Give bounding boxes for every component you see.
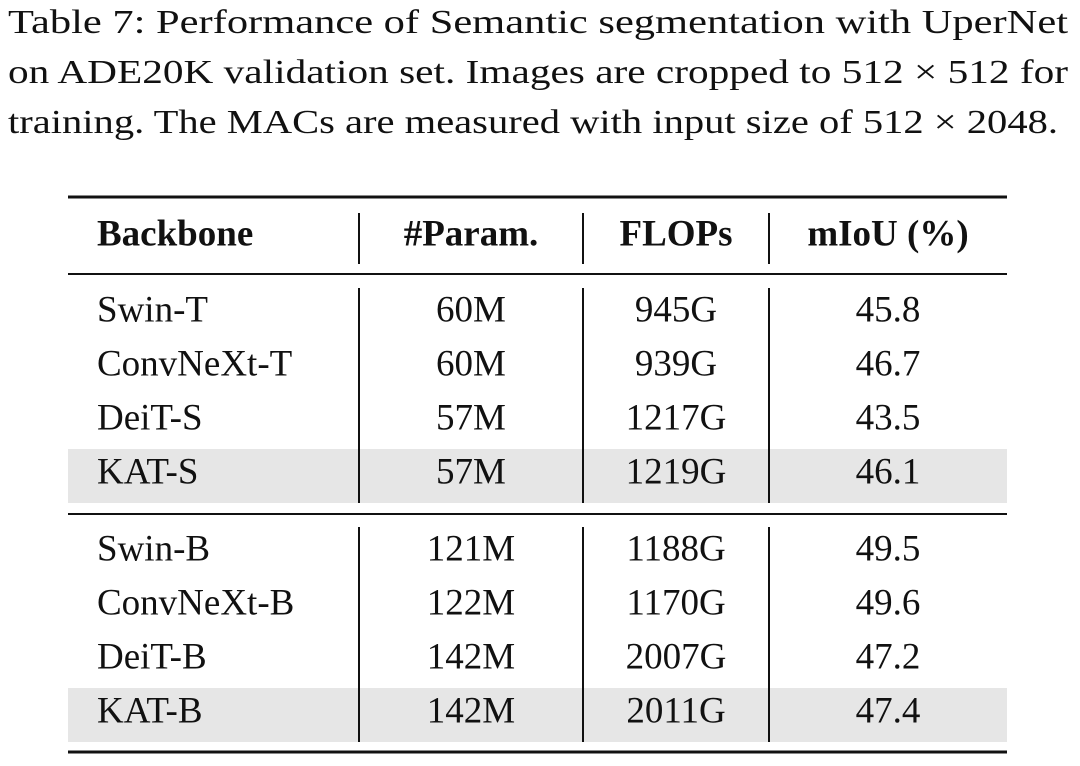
row-highlight xyxy=(68,449,1007,503)
table-cell: 142M xyxy=(427,690,515,731)
table-cell: DeiT-S xyxy=(97,397,203,438)
row-highlight xyxy=(68,688,1007,742)
table-cell: 46.7 xyxy=(856,343,921,384)
caption-line: Table 7: Performance of Semantic segment… xyxy=(8,4,1069,41)
table-cell: 1170G xyxy=(626,582,725,623)
table-cell: 49.6 xyxy=(856,582,921,623)
header-cell: FLOPs xyxy=(619,213,732,254)
table-cell: 121M xyxy=(427,528,515,569)
caption-line: on ADE20K validation set. Images are cro… xyxy=(8,54,1069,91)
table-cell: DeiT-B xyxy=(97,636,207,677)
table-rule xyxy=(68,750,1007,754)
table-cell: 1188G xyxy=(626,528,725,569)
table-cell: ConvNeXt-T xyxy=(97,343,292,384)
table-cell: 47.4 xyxy=(856,690,921,731)
table-cell: 43.5 xyxy=(856,397,921,438)
table-cell: 2011G xyxy=(626,690,725,731)
table-cell: 49.5 xyxy=(856,528,921,569)
table-cell: 57M xyxy=(436,451,506,492)
table-cell: 939G xyxy=(635,343,717,384)
table-cell: Swin-B xyxy=(97,528,210,569)
table-cell: 47.2 xyxy=(856,636,921,677)
table-cell: 122M xyxy=(427,582,515,623)
table-cell: ConvNeXt-B xyxy=(97,582,294,623)
table-cell: 60M xyxy=(436,343,506,384)
table-rule xyxy=(68,513,1007,515)
header-cell: #Param. xyxy=(404,213,539,254)
table-cell: 46.1 xyxy=(856,451,921,492)
table-cell: 2007G xyxy=(626,636,727,677)
table-rule xyxy=(68,195,1007,199)
table-cell: KAT-S xyxy=(97,451,198,492)
table-cell: 57M xyxy=(436,397,506,438)
caption-line: training. The MACs are measured with inp… xyxy=(8,104,1058,141)
header-cell: mIoU (%) xyxy=(807,213,968,254)
header-cell: Backbone xyxy=(97,213,253,254)
table-cell: 945G xyxy=(635,289,717,330)
table-cell: 1219G xyxy=(626,451,727,492)
table-cell: 45.8 xyxy=(856,289,921,330)
table-cell: KAT-B xyxy=(97,690,203,731)
table-cell: 60M xyxy=(436,289,506,330)
table-cell: Swin-T xyxy=(97,289,208,330)
table-cell: 1217G xyxy=(626,397,727,438)
table-cell: 142M xyxy=(427,636,515,677)
table-rule xyxy=(68,273,1007,275)
